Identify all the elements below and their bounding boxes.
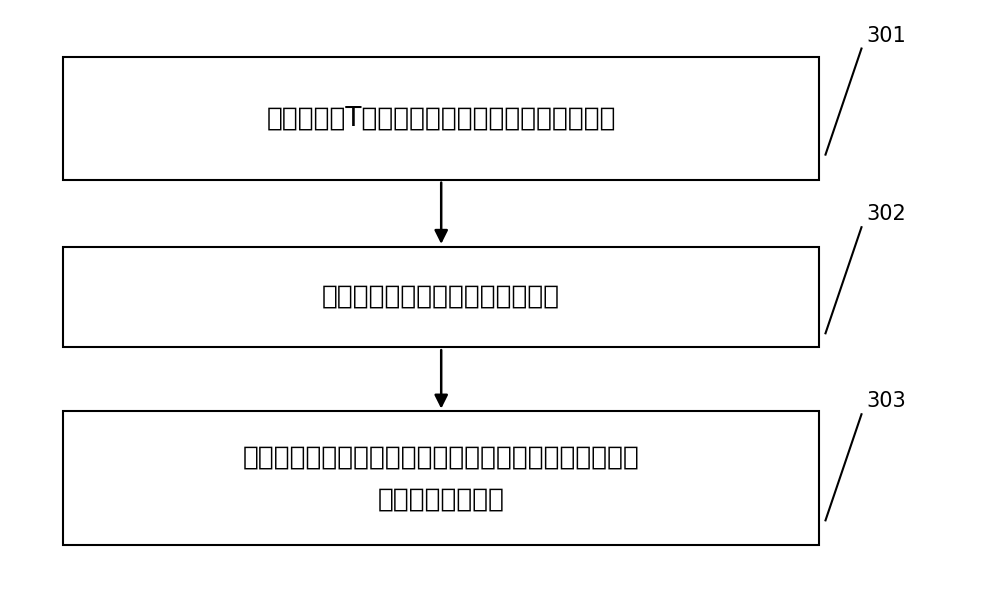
- Text: 根据参考电压矢量所在的区间对目标电压矢量进行合成，
得到输出共模电压: 根据参考电压矢量所在的区间对目标电压矢量进行合成， 得到输出共模电压: [243, 444, 640, 513]
- Bar: [63, 247, 819, 347]
- Text: 301: 301: [866, 26, 906, 46]
- Text: 302: 302: [866, 204, 906, 225]
- Text: 303: 303: [866, 391, 906, 412]
- Text: 获取与单相T型不对称逆变器对应的多个电压矢量: 获取与单相T型不对称逆变器对应的多个电压矢量: [266, 105, 616, 131]
- Bar: [63, 57, 819, 180]
- Bar: [63, 412, 819, 545]
- Text: 从各电压矢量中选取目标电压矢量: 从各电压矢量中选取目标电压矢量: [322, 284, 560, 310]
